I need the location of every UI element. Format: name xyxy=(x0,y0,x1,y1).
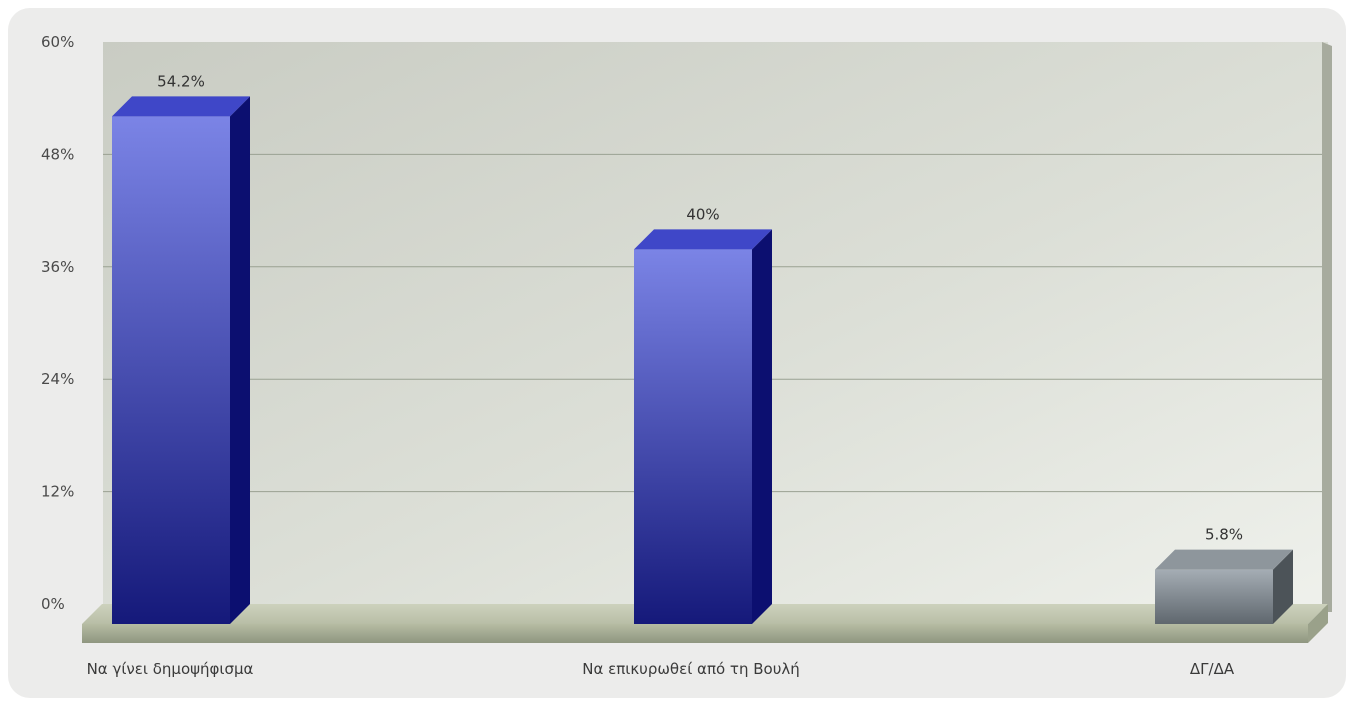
x-category-label: Να επικυρωθεί από τη Βουλή xyxy=(582,660,800,678)
y-axis-tick-labels: 0% 12% 24% 36% 48% 60% xyxy=(41,33,74,613)
y-tick-label: 48% xyxy=(41,145,74,163)
bars xyxy=(112,96,1293,625)
bar xyxy=(634,229,772,625)
bar xyxy=(112,96,250,625)
bar-value-label: 40% xyxy=(686,205,719,223)
bar-top xyxy=(112,96,250,117)
y-tick-label: 60% xyxy=(41,33,74,51)
bar-front xyxy=(634,249,752,625)
bar-value-label: 5.8% xyxy=(1205,526,1243,544)
bar-side xyxy=(1273,549,1293,624)
bar-front xyxy=(112,116,230,625)
floor-side xyxy=(1308,604,1328,643)
plot-right-wall xyxy=(1322,42,1332,612)
bar-front xyxy=(1155,569,1273,624)
bar-side xyxy=(230,96,250,625)
bar-top xyxy=(1155,549,1293,570)
bar-side xyxy=(752,229,772,625)
bar-value-label: 54.2% xyxy=(157,72,205,90)
x-category-label: ΔΓ/ΔΑ xyxy=(1190,660,1235,678)
bar-top xyxy=(634,229,772,250)
floor-front xyxy=(82,624,1308,643)
y-tick-label: 36% xyxy=(41,258,74,276)
y-tick-label: 0% xyxy=(41,595,65,613)
y-tick-label: 24% xyxy=(41,370,74,388)
x-category-label: Να γίνει δημοψήφισμα xyxy=(87,660,254,678)
data-labels: 54.2% 40% 5.8% xyxy=(157,72,1243,543)
bar xyxy=(1155,549,1293,624)
y-tick-label: 12% xyxy=(41,483,74,501)
x-axis-category-labels: Να γίνει δημοψήφισμα Να επικυρωθεί από τη… xyxy=(87,660,1235,678)
